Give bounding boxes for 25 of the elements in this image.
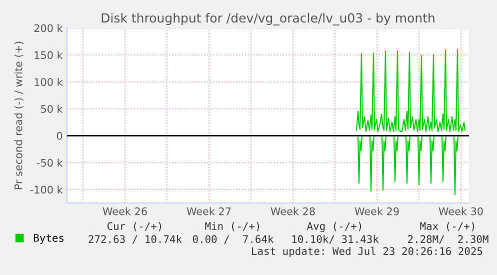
y-tick-label: 200 k [34,24,63,32]
y-tick-label: -50 k [36,158,63,167]
x-tick-label: Week 29 [354,207,399,216]
x-tick-label: Week 26 [102,207,147,216]
x-tick-label: Week 28 [270,207,315,216]
text: Cur (-/+) [107,222,162,232]
y-tick-label: -100 k [30,186,63,194]
y-tick-label: 100 k [34,78,63,86]
text: Avg (-/+) [306,222,362,232]
text: 272.63 / 10.74k [88,234,182,244]
y-axis-title: Pr second read (-) / write (+) [14,42,24,190]
line-series [356,48,466,132]
text: 10.10k/ 31.43k [292,234,379,244]
y-tick-label: 0 [56,132,62,140]
text: 2.28M/ 2.30M [408,235,488,244]
text: Last update: Wed Jul 23 20:26:16 2025 [252,246,482,258]
text: Max (-/+) [420,222,474,232]
x-tick-label: Week 27 [186,207,231,216]
y-tick-label: 50 k [41,104,63,113]
chart-title: Disk throughput for /dev/vg_oracle/lv_u03 - by month [102,12,434,26]
x-tick-label: Week 30 [438,207,483,216]
text: 0.00 / 7.64k [192,234,274,244]
legend-label: Bytes [34,234,64,244]
text: Min (-/+) [205,222,260,232]
y-tick-label: 150 k [34,50,63,60]
